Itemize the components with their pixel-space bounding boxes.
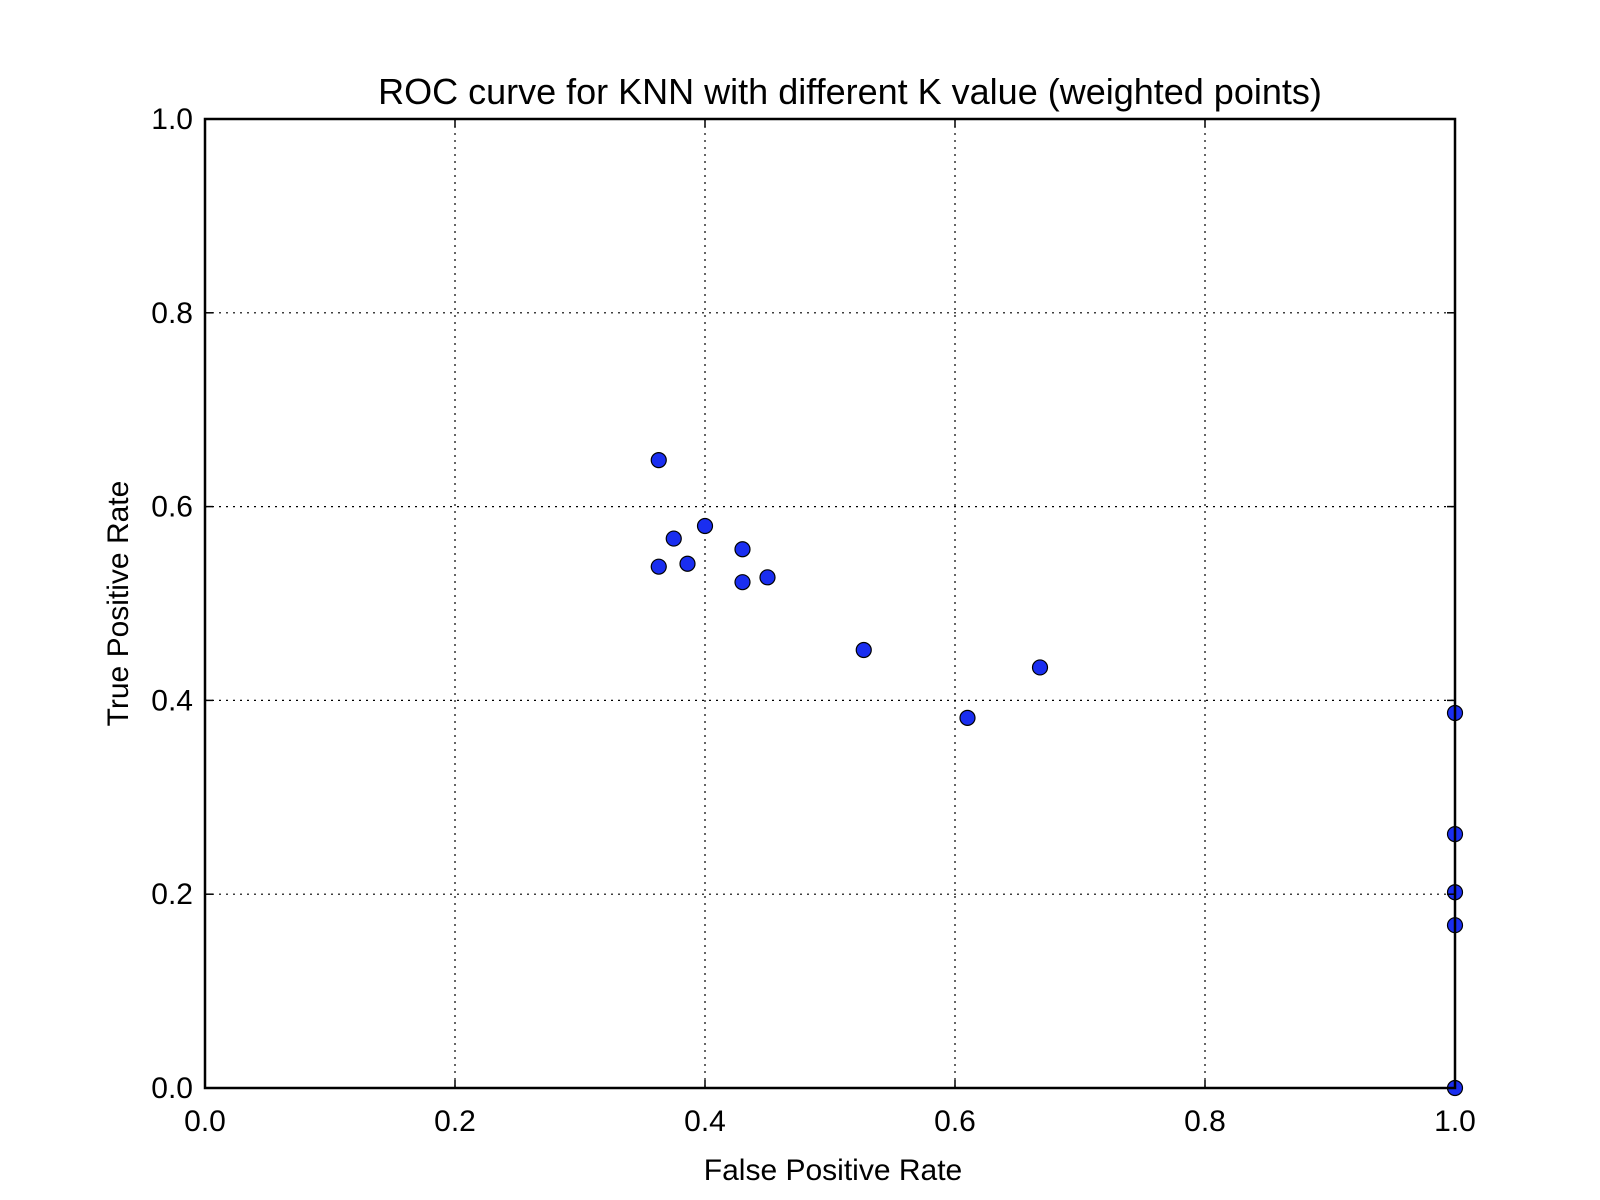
data-points <box>650 451 1464 1097</box>
x-tick-labels: 0.0 0.2 0.4 0.6 0.8 1.0 <box>184 1105 1476 1138</box>
x-tick-label: 0.8 <box>1184 1105 1226 1138</box>
data-point <box>855 641 872 659</box>
grid-lines <box>205 119 1455 1088</box>
axis-ticks <box>204 118 1456 1089</box>
y-axis-label: True Positive Rate <box>102 481 135 727</box>
data-point <box>734 574 751 591</box>
y-tick-label: 0.6 <box>151 491 193 524</box>
plot-frame <box>203 117 1457 1090</box>
data-point <box>679 555 696 572</box>
data-point <box>1031 659 1049 676</box>
data-point <box>734 541 751 558</box>
x-tick-label: 0.6 <box>934 1105 976 1138</box>
data-point <box>650 558 667 575</box>
data-point <box>696 517 714 535</box>
chart-title: ROC curve for KNN with different K value… <box>378 71 1322 112</box>
x-tick-label: 0.0 <box>184 1105 226 1138</box>
y-tick-labels: 0.0 0.2 0.4 0.6 0.8 1.0 <box>151 103 193 1105</box>
data-point <box>650 451 667 469</box>
y-tick-label: 0.8 <box>151 297 193 330</box>
data-point <box>959 709 976 726</box>
x-tick-label: 1.0 <box>1434 1105 1476 1138</box>
data-point <box>665 530 682 547</box>
y-tick-label: 1.0 <box>151 103 193 136</box>
x-tick-label: 0.2 <box>434 1105 476 1138</box>
y-tick-label: 0.4 <box>151 684 193 717</box>
x-axis-label: False Positive Rate <box>704 1154 962 1187</box>
data-point <box>759 569 776 586</box>
y-tick-label: 0.0 <box>151 1072 193 1105</box>
x-tick-label: 0.4 <box>684 1105 726 1138</box>
y-tick-label: 0.2 <box>151 878 193 911</box>
